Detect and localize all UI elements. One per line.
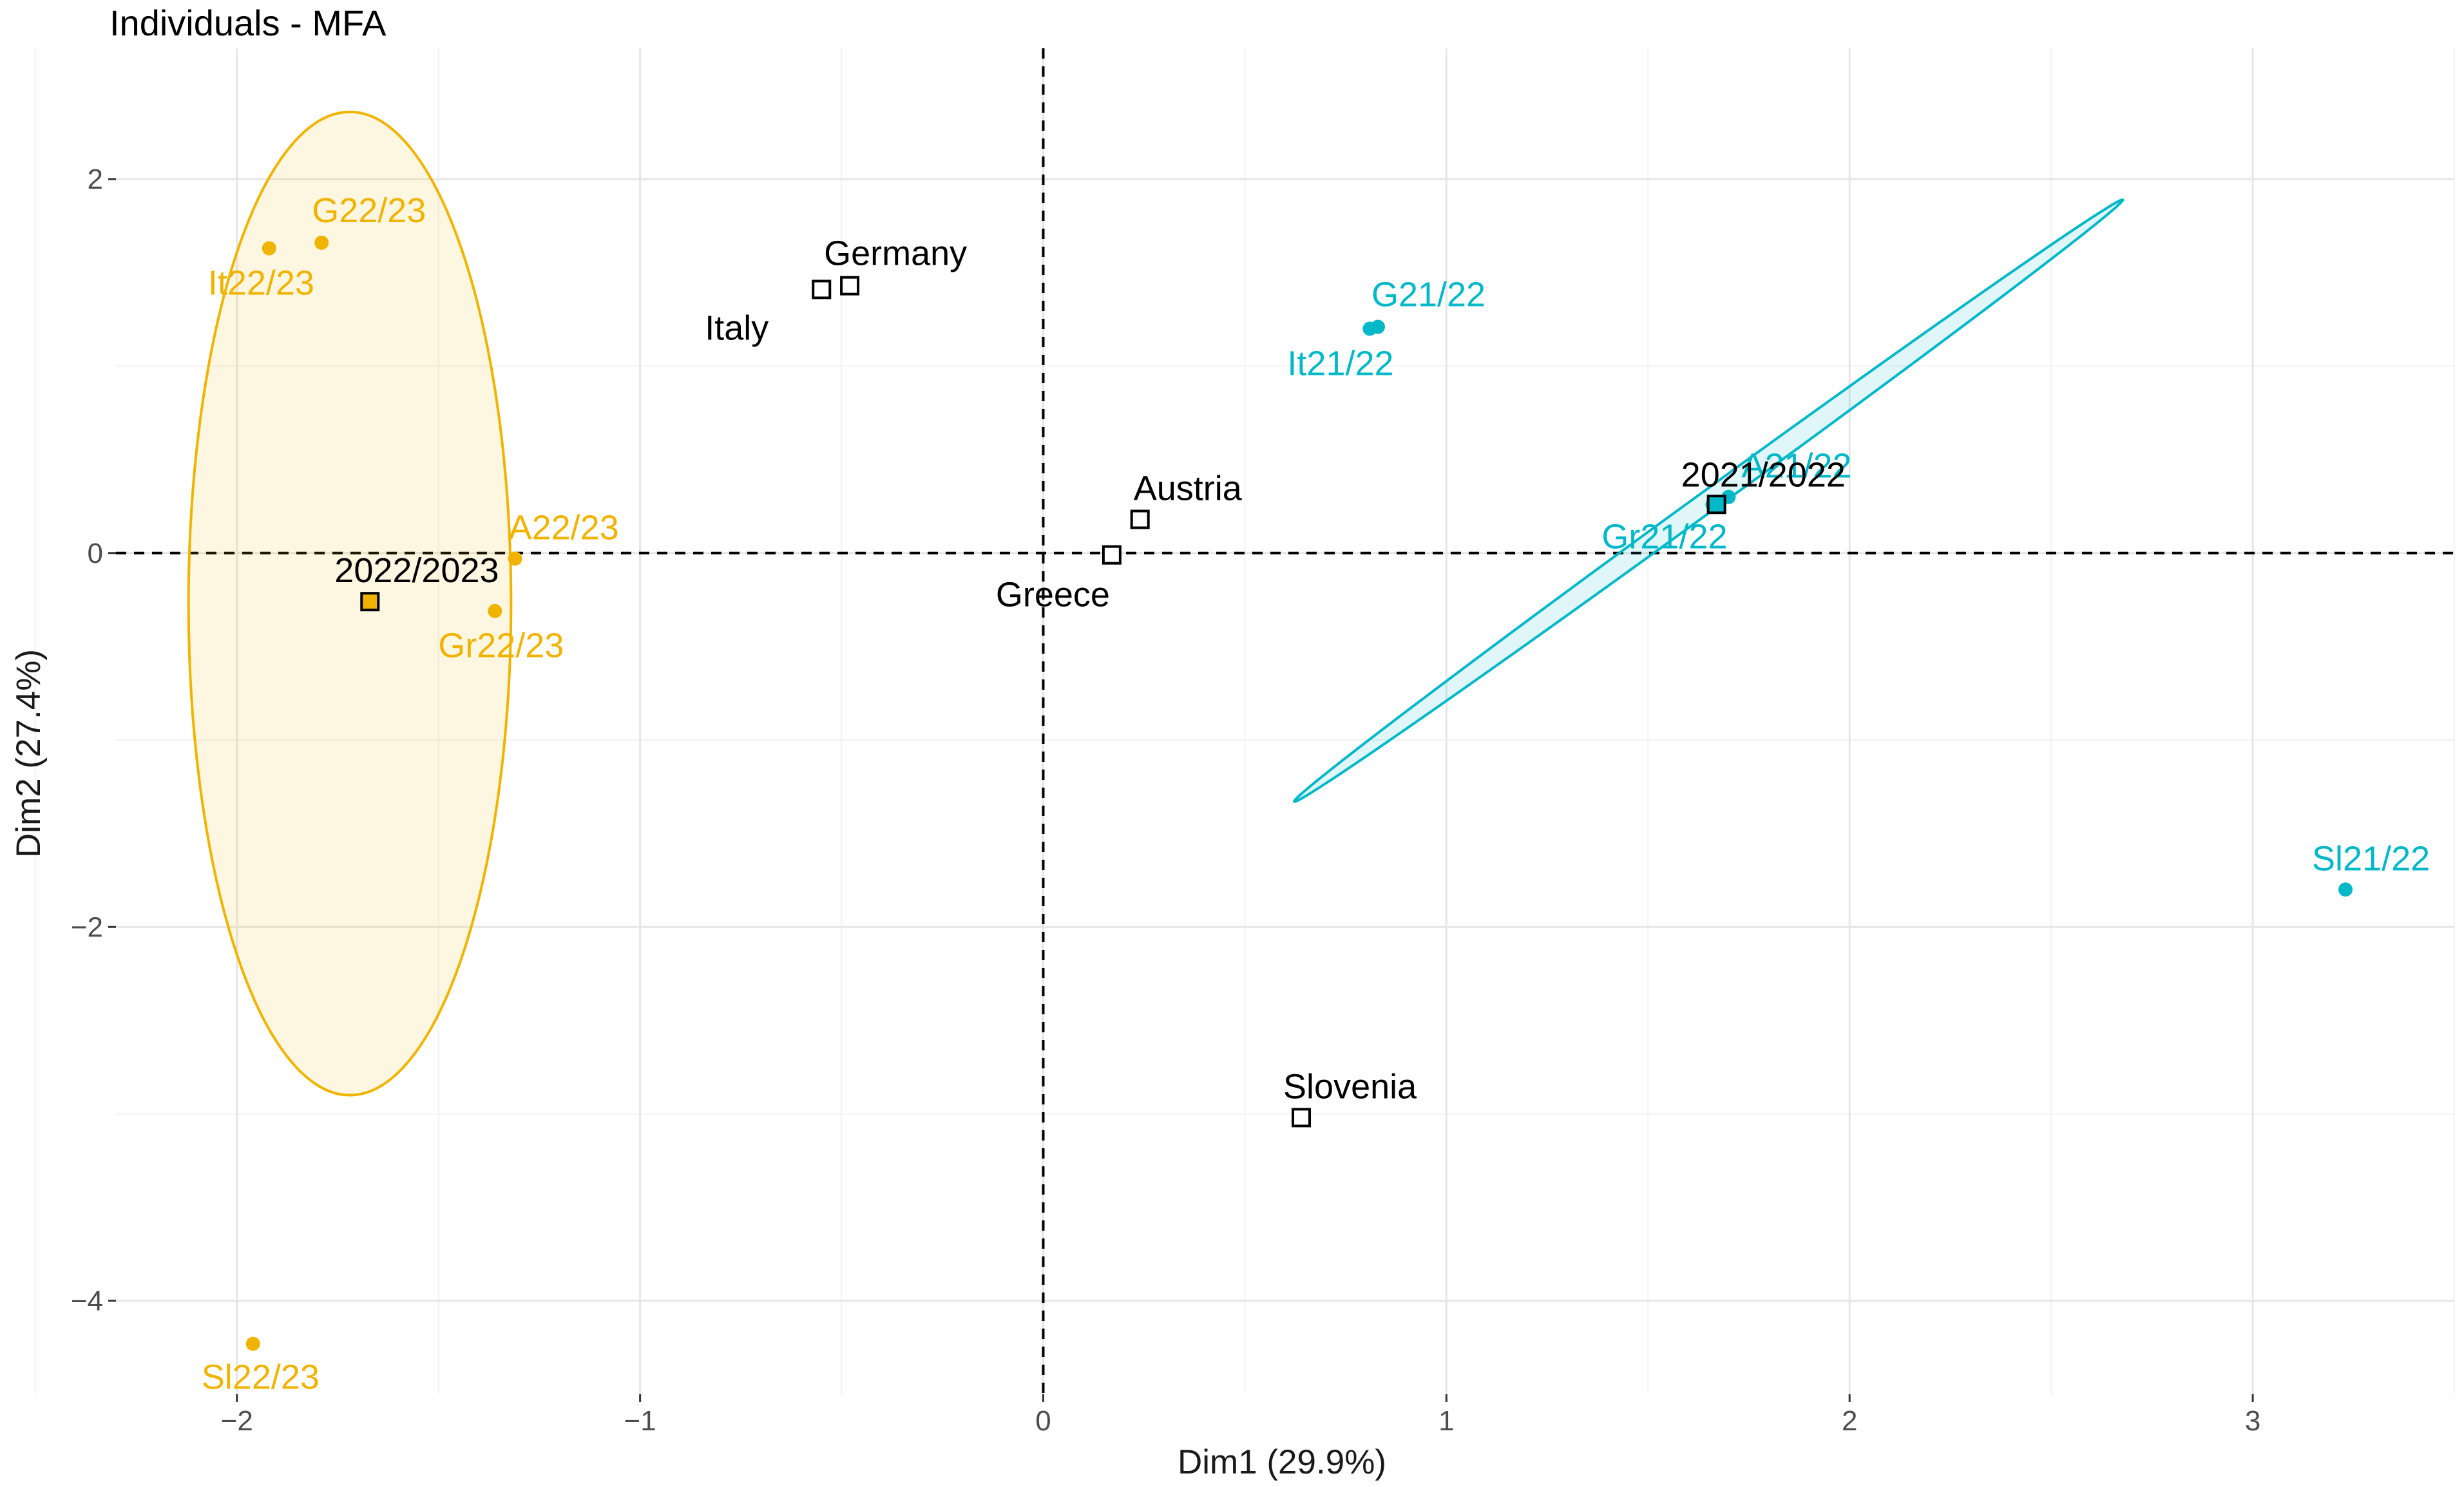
supplementary-label: Greece (996, 576, 1110, 614)
x-axis-title: Dim1 (29.9%) (1178, 1443, 1386, 1481)
point-label: It22/23 (208, 264, 314, 303)
group-centroid-marker (360, 592, 380, 612)
point-labels: G22/23 It22/23 A22/23 Gr22/23 Sl22/23 2022/20… (202, 191, 2430, 1397)
reference-lines (116, 48, 2454, 1394)
y-axis-title: Dim2 (27.4%) (10, 649, 48, 858)
supplementary-label: Italy (705, 308, 769, 347)
y-tick-label: −4 (71, 1285, 103, 1317)
supplementary-label: Germany (824, 234, 967, 273)
y-tick-label: −2 (71, 911, 103, 943)
scatter-point (508, 551, 522, 566)
y-tick-label: 0 (88, 538, 103, 569)
supplementary-point (840, 276, 860, 296)
scatter-point (1362, 321, 1377, 336)
y-tick-label: 2 (88, 164, 103, 195)
group-ellipse (187, 110, 513, 1097)
scatter-point (314, 235, 329, 250)
scatter-point (488, 603, 502, 618)
point-label: G22/23 (312, 191, 426, 230)
supplementary-point (1130, 509, 1150, 529)
point-label: A21/22 (1741, 447, 1851, 486)
chart-title: Individuals - MFA (110, 3, 387, 43)
group-centroid-marker (1706, 495, 1726, 515)
supplementary-point (1102, 545, 1122, 565)
supplementary-label: Austria (1134, 469, 1243, 508)
x-tick-label: 1 (1438, 1405, 1454, 1437)
point-label: It21/22 (1287, 344, 1393, 383)
x-tick-label: −1 (624, 1405, 656, 1437)
scatter-point (262, 241, 276, 256)
point-label: Gr22/23 (438, 627, 564, 665)
x-tick-label: 0 (1035, 1405, 1051, 1437)
scatter-point (2338, 882, 2353, 897)
point-label: Sl21/22 (2312, 839, 2430, 878)
x-tick-label: 2 (1842, 1405, 1857, 1437)
supplementary-point (812, 279, 832, 299)
supplementary-point (1292, 1108, 1312, 1128)
x-tick-label: 3 (2245, 1405, 2260, 1437)
x-tick-label: −2 (221, 1405, 253, 1437)
scatter-point (245, 1336, 260, 1351)
data-points (245, 235, 2353, 1351)
axes: Individuals - MFA Dim1 (29.9%) Dim2 (27.… (10, 3, 2260, 1481)
supplementary-label: Slovenia (1283, 1067, 1417, 1106)
point-label: Sl22/23 (202, 1358, 320, 1397)
point-label: A22/23 (509, 508, 619, 547)
centroid-label: 2021/2022 (1681, 455, 1846, 494)
point-label: G21/22 (1371, 276, 1485, 314)
centroid-label: 2022/2023 (334, 551, 499, 590)
point-label: Gr21/22 (1601, 517, 1727, 556)
